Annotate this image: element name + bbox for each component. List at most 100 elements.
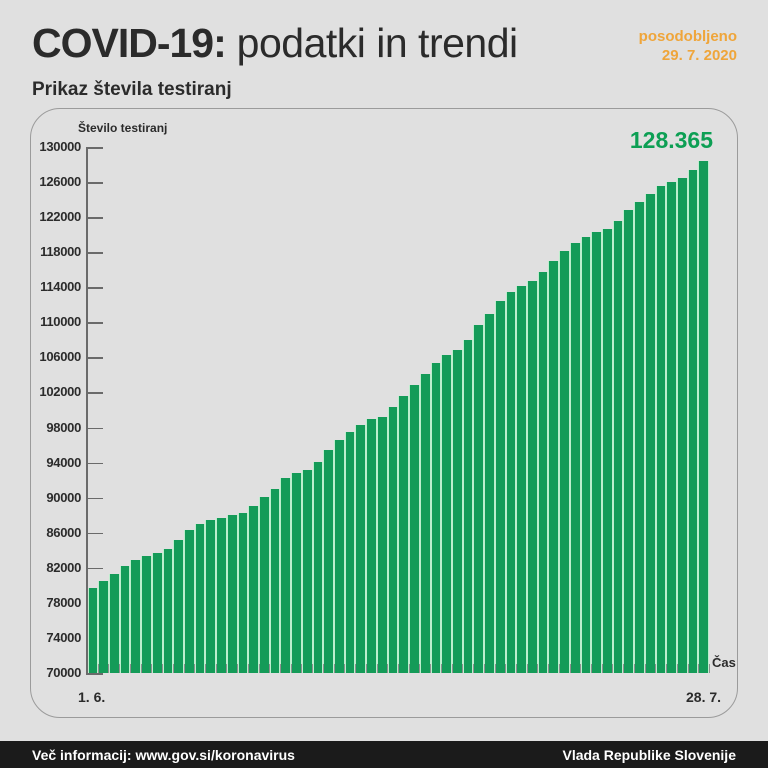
bar <box>559 251 570 673</box>
chart-subtitle: Prikaz števila testiranj <box>32 79 232 100</box>
y-tick-mark <box>86 182 103 184</box>
bar <box>130 559 142 673</box>
bar <box>441 355 452 673</box>
bar <box>387 407 399 673</box>
bar <box>87 588 99 673</box>
bar <box>312 461 324 673</box>
page-title-rest: podatki in trendi <box>225 20 518 66</box>
y-axis-title: Število testiranj <box>78 121 168 135</box>
bar <box>237 512 249 673</box>
page-title: COVID-19: podatki in trendi <box>32 20 518 67</box>
y-tick-label: 106000 <box>39 349 81 365</box>
y-tick-label: 122000 <box>39 209 81 225</box>
y-tick-mark <box>86 322 103 324</box>
bar <box>280 478 292 673</box>
bar <box>141 555 152 673</box>
bar <box>698 161 710 673</box>
y-tick-mark <box>86 287 103 289</box>
bar <box>634 202 645 673</box>
y-tick-label: 126000 <box>39 174 81 190</box>
y-tick-label: 94000 <box>46 454 81 470</box>
y-tick-label: 70000 <box>46 665 81 680</box>
bar <box>569 243 581 673</box>
bar <box>194 523 206 673</box>
y-tick-mark <box>86 462 103 465</box>
updated-label: posodobljeno <box>638 28 737 45</box>
bar <box>612 220 624 673</box>
bar <box>108 573 120 673</box>
bar <box>677 177 688 673</box>
bar <box>419 374 431 673</box>
bar <box>473 324 485 673</box>
bar <box>248 506 259 673</box>
bar <box>644 193 656 673</box>
y-tick-label: 86000 <box>46 524 81 540</box>
bar <box>580 237 592 673</box>
bar <box>548 260 560 673</box>
bar <box>623 210 635 673</box>
bar <box>484 313 495 673</box>
y-tick-label: 118000 <box>40 244 81 260</box>
bar <box>451 349 463 673</box>
bar <box>98 580 109 673</box>
updated-date: 29. 7. 2020 <box>661 46 737 64</box>
bar-series <box>87 147 710 673</box>
bar <box>505 291 517 673</box>
y-tick-mark <box>86 427 103 430</box>
bar <box>526 281 538 673</box>
y-tick-mark <box>86 147 103 149</box>
x-axis-last-label: 28. 7. <box>686 689 722 705</box>
bar <box>591 232 602 673</box>
y-axis-line <box>86 147 88 674</box>
updated-stamp: posodobljeno 29. 7. 2020 <box>639 28 737 66</box>
y-tick-mark <box>86 532 103 535</box>
y-tick-label: 110000 <box>40 314 81 330</box>
y-tick-mark <box>86 357 103 359</box>
bar <box>537 272 549 673</box>
bar <box>259 496 270 673</box>
bar <box>269 489 281 673</box>
bar <box>301 470 313 673</box>
bar <box>666 181 678 673</box>
bar <box>334 439 345 673</box>
bar <box>602 228 613 673</box>
y-tick-label: 102000 <box>39 384 81 400</box>
last-value-annotation: 128.365 <box>629 127 713 153</box>
bar <box>162 548 174 673</box>
bar <box>119 565 131 673</box>
y-tick-label: 90000 <box>46 489 81 505</box>
y-tick-label: 98000 <box>46 419 81 435</box>
y-tick-mark <box>86 497 103 500</box>
y-tick-mark <box>86 217 103 219</box>
y-tick-mark <box>86 567 103 570</box>
footer-government-label: Vlada Republike Slovenije <box>562 746 736 763</box>
x-axis-first-label: 1. 6. <box>78 689 106 705</box>
bar <box>462 339 474 673</box>
bar <box>355 424 367 673</box>
page-title-bold: COVID-19: <box>32 20 227 66</box>
y-tick-label: 74000 <box>46 629 81 645</box>
y-tick-label: 130000 <box>39 139 81 154</box>
bar <box>494 301 506 673</box>
y-tick-label: 114000 <box>40 279 81 295</box>
y-tick-mark <box>86 392 103 394</box>
bar <box>409 384 420 673</box>
y-tick-mark <box>86 252 103 254</box>
chart-panel: Število testiranj 128.365 130000 126000 12… <box>30 108 738 718</box>
footer-info-link[interactable]: Več informacij: www.gov.si/koronavirus <box>32 746 295 763</box>
bar <box>344 432 356 673</box>
y-tick-label: 82000 <box>46 559 81 575</box>
bar <box>183 530 195 673</box>
bar <box>687 170 699 673</box>
footer-bar: Več informacij: www.gov.si/koronavirus V… <box>0 741 768 768</box>
bar <box>366 418 377 673</box>
bar <box>226 515 238 673</box>
x-axis-title: Čas <box>712 655 736 670</box>
bar <box>216 518 227 673</box>
bar <box>376 416 388 673</box>
bar <box>173 539 184 673</box>
bar <box>655 186 667 673</box>
bar <box>516 285 527 673</box>
bar <box>205 520 217 673</box>
